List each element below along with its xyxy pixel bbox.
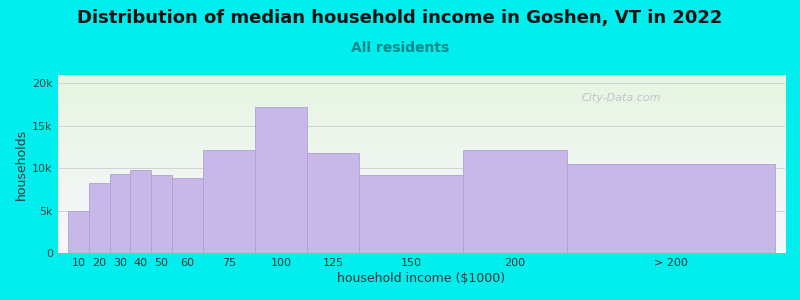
Text: City-Data.com: City-Data.com xyxy=(582,93,661,103)
Bar xyxy=(566,164,774,253)
Bar xyxy=(307,153,359,253)
Bar xyxy=(130,170,151,253)
Y-axis label: households: households xyxy=(15,128,28,200)
Bar xyxy=(110,174,130,253)
Bar xyxy=(151,175,172,253)
Bar xyxy=(89,183,110,253)
Bar xyxy=(359,175,463,253)
X-axis label: household income ($1000): household income ($1000) xyxy=(338,272,506,285)
Bar xyxy=(172,178,203,253)
Bar xyxy=(68,211,89,253)
Bar xyxy=(255,107,307,253)
Bar xyxy=(203,150,255,253)
Bar xyxy=(463,150,566,253)
Text: Distribution of median household income in Goshen, VT in 2022: Distribution of median household income … xyxy=(78,9,722,27)
Text: All residents: All residents xyxy=(351,40,449,55)
